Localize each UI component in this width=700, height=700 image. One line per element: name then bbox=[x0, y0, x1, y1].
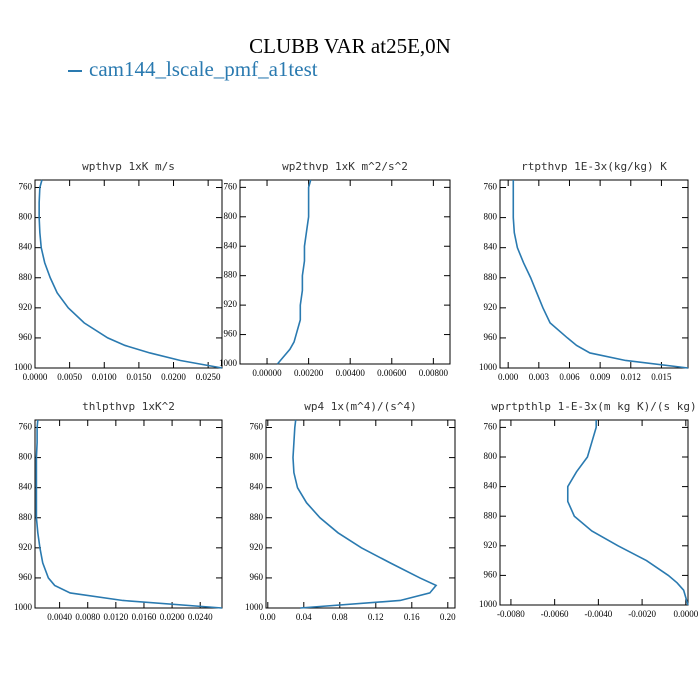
y-tick-label: 960 bbox=[484, 332, 498, 342]
y-tick-label: 800 bbox=[250, 452, 264, 462]
plot-frame bbox=[265, 419, 456, 609]
plot-frame bbox=[34, 419, 223, 609]
x-tick-label: 0.009 bbox=[590, 372, 611, 382]
x-tick-label: 0.0200 bbox=[161, 372, 186, 382]
x-tick-label: 0.0120 bbox=[103, 612, 128, 622]
x-tick-label: 0.00000 bbox=[252, 368, 282, 378]
x-tick-label: -0.0040 bbox=[584, 609, 612, 619]
panel-title: wp2thvp 1xK m^2/s^2 bbox=[282, 160, 408, 173]
x-tick-label: 0.00800 bbox=[419, 368, 449, 378]
x-tick-label: 0.0150 bbox=[127, 372, 152, 382]
x-tick-label: 0.003 bbox=[529, 372, 550, 382]
x-tick-label: 0.00600 bbox=[377, 368, 407, 378]
x-tick-label: 0.00200 bbox=[294, 368, 324, 378]
x-tick-label: 0.20 bbox=[440, 612, 456, 622]
y-tick-label: 840 bbox=[224, 240, 238, 250]
y-tick-label: 880 bbox=[224, 270, 238, 280]
y-tick-label: 920 bbox=[19, 302, 33, 312]
panel-title: rtpthvp 1E-3x(kg/kg) K bbox=[521, 160, 667, 173]
y-tick-label: 960 bbox=[484, 569, 498, 579]
x-tick-label: 0.0050 bbox=[57, 372, 82, 382]
panel-title: wp4 1x(m^4)/(s^4) bbox=[304, 400, 417, 413]
y-tick-label: 920 bbox=[224, 299, 238, 309]
y-tick-label: 960 bbox=[19, 332, 33, 342]
profile-line bbox=[276, 179, 312, 365]
plot-frame bbox=[499, 179, 689, 369]
plot-frame bbox=[34, 179, 223, 369]
y-tick-label: 760 bbox=[19, 422, 33, 432]
y-tick-label: 1000 bbox=[14, 362, 33, 372]
y-tick-label: 840 bbox=[484, 242, 498, 252]
y-tick-label: 1000 bbox=[479, 599, 498, 609]
x-tick-label: 0.000 bbox=[498, 372, 519, 382]
y-tick-label: 1000 bbox=[245, 602, 264, 612]
x-tick-label: 0.0000 bbox=[23, 372, 48, 382]
plot-frame bbox=[499, 419, 689, 606]
y-tick-label: 880 bbox=[250, 512, 264, 522]
plot-frame bbox=[239, 179, 451, 365]
y-tick-label: 1000 bbox=[14, 602, 33, 612]
profile-line bbox=[292, 419, 438, 609]
x-tick-label: 0.0100 bbox=[92, 372, 117, 382]
x-tick-label: 0.00 bbox=[260, 612, 276, 622]
x-tick-label: 0.0160 bbox=[132, 612, 157, 622]
y-tick-label: 920 bbox=[19, 542, 33, 552]
x-tick-label: -0.0060 bbox=[541, 609, 569, 619]
x-tick-label: 0.0240 bbox=[188, 612, 213, 622]
x-tick-label: 0.0080 bbox=[75, 612, 100, 622]
y-tick-label: 1000 bbox=[479, 362, 498, 372]
y-tick-label: 960 bbox=[19, 572, 33, 582]
legend-label: cam144_lscale_pmf_a1test bbox=[89, 57, 318, 81]
y-tick-label: 1000 bbox=[219, 358, 238, 368]
y-tick-label: 840 bbox=[250, 482, 264, 492]
panel-title: wprtpthlp 1-E-3x(m kg K)/(s kg) bbox=[491, 400, 696, 413]
profile-line bbox=[35, 419, 223, 609]
y-tick-label: 920 bbox=[484, 540, 498, 550]
y-tick-label: 760 bbox=[19, 182, 33, 192]
y-tick-label: 800 bbox=[224, 211, 238, 221]
panel-title: wpthvp 1xK m/s bbox=[82, 160, 175, 173]
x-tick-label: 0.006 bbox=[559, 372, 580, 382]
x-tick-label: 0.04 bbox=[296, 612, 312, 622]
y-tick-label: 760 bbox=[484, 182, 498, 192]
x-tick-label: 0.00400 bbox=[336, 368, 366, 378]
y-tick-label: 800 bbox=[19, 452, 33, 462]
x-tick-label: 0.0250 bbox=[196, 372, 221, 382]
x-tick-label: 0.0200 bbox=[160, 612, 185, 622]
x-tick-label: 0.0040 bbox=[47, 612, 72, 622]
y-tick-label: 880 bbox=[484, 510, 498, 520]
y-tick-label: 840 bbox=[19, 482, 33, 492]
y-tick-label: 760 bbox=[250, 422, 264, 432]
x-tick-label: 0.12 bbox=[368, 612, 384, 622]
y-tick-label: 960 bbox=[224, 329, 238, 339]
y-tick-label: 800 bbox=[484, 451, 498, 461]
y-tick-label: 800 bbox=[19, 212, 33, 222]
y-tick-label: 800 bbox=[484, 212, 498, 222]
panel-title: thlpthvp 1xK^2 bbox=[82, 400, 175, 413]
profile-line bbox=[566, 420, 689, 606]
x-tick-label: 0.0000 bbox=[673, 609, 698, 619]
x-tick-label: 0.16 bbox=[404, 612, 420, 622]
y-tick-label: 920 bbox=[484, 302, 498, 312]
profile-line bbox=[38, 179, 223, 369]
y-tick-label: 920 bbox=[250, 542, 264, 552]
y-tick-label: 960 bbox=[250, 572, 264, 582]
y-tick-label: 840 bbox=[484, 481, 498, 491]
y-tick-label: 760 bbox=[484, 421, 498, 431]
y-tick-label: 880 bbox=[19, 272, 33, 282]
x-tick-label: 0.08 bbox=[332, 612, 348, 622]
figure-title: CLUBB VAR at25E,0N bbox=[249, 34, 451, 58]
y-tick-label: 760 bbox=[224, 181, 238, 191]
y-tick-label: 880 bbox=[19, 512, 33, 522]
x-tick-label: -0.0080 bbox=[497, 609, 525, 619]
x-tick-label: -0.0020 bbox=[628, 609, 656, 619]
y-tick-label: 840 bbox=[19, 242, 33, 252]
profile-line bbox=[512, 180, 689, 369]
y-tick-label: 880 bbox=[484, 272, 498, 282]
x-tick-label: 0.012 bbox=[621, 372, 641, 382]
x-tick-label: 0.015 bbox=[651, 372, 672, 382]
